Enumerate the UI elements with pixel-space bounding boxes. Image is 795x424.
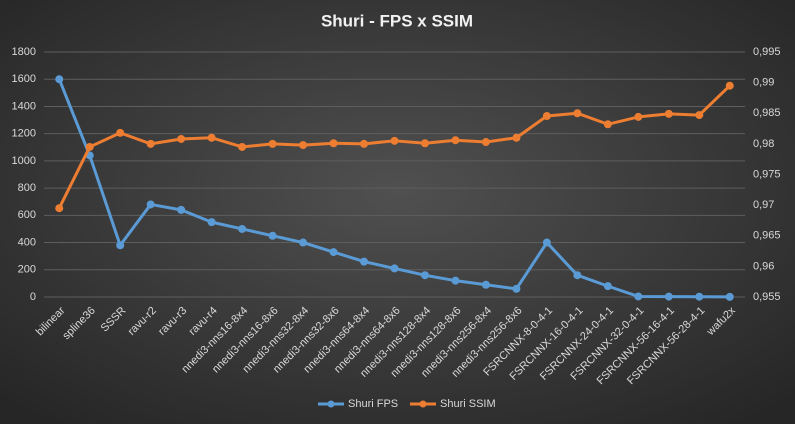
point-marker <box>329 139 338 148</box>
point-marker <box>238 224 247 233</box>
point-marker <box>55 75 64 84</box>
chart-title: Shuri - FPS x SSIM <box>321 11 473 30</box>
y2-tick-label: 0,955 <box>753 291 781 303</box>
y-tick-label: 1000 <box>12 155 36 167</box>
point-marker <box>55 204 64 213</box>
point-marker <box>85 142 94 151</box>
point-marker <box>116 128 125 137</box>
legend-marker <box>327 400 335 408</box>
point-marker <box>664 292 673 301</box>
point-marker <box>360 139 369 148</box>
point-marker <box>390 264 399 273</box>
point-marker <box>420 271 429 280</box>
y-tick-label: 600 <box>18 209 36 221</box>
y-tick-label: 0 <box>30 291 36 303</box>
point-marker <box>634 112 643 121</box>
y-tick-label: 800 <box>18 182 36 194</box>
legend-marker <box>419 400 427 408</box>
point-marker <box>177 205 186 214</box>
point-marker <box>116 241 125 250</box>
point-marker <box>360 257 369 266</box>
y-tick-label: 1400 <box>12 100 36 112</box>
y2-tick-label: 0,985 <box>753 107 781 119</box>
y2-tick-label: 0,965 <box>753 230 781 242</box>
point-marker <box>695 111 704 120</box>
point-marker <box>725 81 734 90</box>
point-marker <box>207 218 216 227</box>
point-marker <box>146 139 155 148</box>
point-marker <box>512 133 521 142</box>
legend-label: Shuri FPS <box>348 398 398 410</box>
y2-tick-label: 0,98 <box>753 138 774 150</box>
point-marker <box>146 200 155 209</box>
point-marker <box>512 284 521 293</box>
y-tick-label: 1600 <box>12 73 36 85</box>
point-marker <box>268 231 277 240</box>
point-marker <box>725 292 734 301</box>
point-marker <box>299 141 308 150</box>
point-marker <box>329 248 338 257</box>
y2-tick-label: 0,97 <box>753 199 774 211</box>
point-marker <box>695 292 704 301</box>
point-marker <box>268 139 277 148</box>
point-marker <box>603 282 612 291</box>
point-marker <box>664 109 673 118</box>
point-marker <box>542 112 551 121</box>
y2-tick-label: 0,975 <box>753 168 781 180</box>
point-marker <box>481 280 490 289</box>
y2-tick-label: 0,96 <box>753 260 774 272</box>
y2-tick-label: 0,99 <box>753 77 774 89</box>
point-marker <box>207 133 216 142</box>
y-tick-label: 1800 <box>12 46 36 58</box>
point-marker <box>481 138 490 147</box>
y-tick-label: 1200 <box>12 128 36 140</box>
point-marker <box>573 271 582 280</box>
point-marker <box>603 120 612 129</box>
point-marker <box>451 276 460 285</box>
point-marker <box>420 139 429 148</box>
y-tick-label: 200 <box>18 264 36 276</box>
point-marker <box>390 136 399 145</box>
point-marker <box>451 136 460 145</box>
point-marker <box>299 238 308 247</box>
legend-label: Shuri SSIM <box>440 398 496 410</box>
point-marker <box>542 238 551 247</box>
point-marker <box>238 142 247 151</box>
point-marker <box>177 134 186 143</box>
y2-tick-label: 0,995 <box>753 46 781 58</box>
point-marker <box>634 292 643 301</box>
y-tick-label: 400 <box>18 236 36 248</box>
point-marker <box>573 109 582 118</box>
